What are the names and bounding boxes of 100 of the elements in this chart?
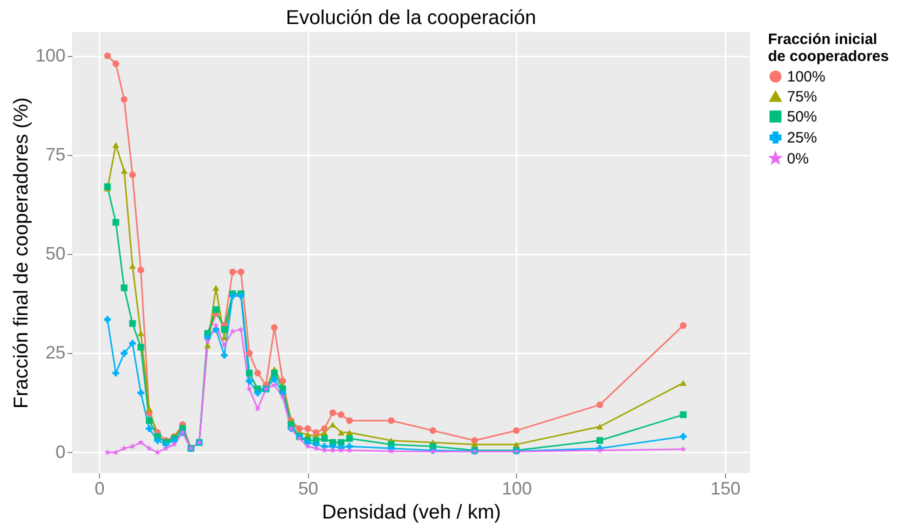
point — [129, 171, 136, 178]
point — [680, 322, 687, 329]
point — [512, 427, 520, 434]
point — [129, 320, 136, 327]
point — [329, 422, 336, 428]
point — [338, 411, 344, 418]
point — [129, 443, 136, 450]
point — [246, 350, 253, 357]
point — [271, 382, 278, 388]
point — [304, 425, 312, 432]
point — [146, 406, 153, 412]
point — [162, 445, 170, 452]
point — [279, 378, 286, 384]
point — [212, 284, 220, 291]
point — [680, 446, 686, 452]
point — [112, 219, 120, 226]
point — [120, 445, 128, 452]
x-tick-label: 0 — [94, 478, 105, 498]
point — [388, 417, 395, 424]
point — [680, 380, 687, 386]
point — [280, 394, 286, 400]
point — [120, 96, 128, 103]
point — [112, 370, 120, 376]
point — [204, 342, 211, 348]
point — [388, 448, 394, 454]
point — [154, 449, 161, 456]
point — [112, 449, 119, 456]
point — [104, 183, 111, 190]
point — [129, 263, 136, 269]
point — [220, 352, 228, 359]
point — [229, 328, 236, 334]
point — [129, 340, 136, 347]
point — [204, 338, 211, 344]
y-axis-title: Fracción final de cooperadores (%) — [10, 97, 32, 409]
y-tick-label: 0 — [55, 442, 66, 462]
point — [120, 284, 128, 292]
point — [221, 342, 228, 348]
point — [212, 322, 220, 328]
point — [312, 429, 320, 436]
legend-label: 0% — [787, 150, 809, 168]
point — [137, 344, 144, 351]
point — [596, 424, 604, 430]
point — [154, 437, 161, 444]
point — [220, 326, 228, 333]
legend-label: 100% — [787, 68, 826, 86]
point — [212, 306, 220, 313]
point — [254, 390, 262, 396]
point — [137, 390, 144, 396]
y-tick-label: 100 — [35, 45, 66, 66]
point — [137, 266, 144, 274]
y-tick-label: 25 — [45, 342, 66, 363]
point — [112, 142, 120, 148]
point — [246, 378, 253, 384]
legend-title: Fracción inicial de cooperadores — [768, 31, 889, 65]
point — [321, 435, 328, 442]
point — [238, 326, 244, 332]
point — [254, 405, 261, 412]
point — [330, 447, 336, 454]
point — [346, 417, 353, 424]
point — [329, 409, 336, 416]
point — [104, 52, 111, 60]
point — [304, 443, 311, 450]
point — [271, 324, 278, 331]
point — [104, 449, 111, 456]
point — [346, 447, 353, 454]
point — [254, 370, 262, 376]
point — [346, 435, 353, 442]
y-tick-label: 75 — [45, 144, 66, 164]
legend-label: 75% — [787, 88, 818, 106]
point — [271, 370, 278, 376]
x-tick-label: 100 — [502, 478, 532, 498]
point — [512, 442, 520, 448]
point — [596, 437, 604, 444]
x-tick-label: 50 — [298, 478, 318, 498]
point — [120, 350, 128, 357]
point — [146, 445, 152, 452]
point — [171, 441, 178, 448]
chart-title: Evolución de la cooperación — [286, 7, 536, 29]
point — [430, 427, 436, 434]
point — [138, 439, 144, 446]
x-axis-title: Densidad (veh / km) — [322, 502, 501, 524]
point — [246, 386, 253, 392]
x-tick-label: 150 — [710, 478, 740, 498]
point — [321, 447, 328, 454]
point — [229, 268, 236, 276]
point — [338, 447, 344, 454]
point — [120, 168, 128, 174]
legend-label: 50% — [787, 108, 818, 126]
point — [104, 316, 111, 323]
point — [338, 430, 344, 436]
point — [596, 401, 604, 408]
point — [338, 439, 344, 446]
point — [146, 425, 153, 432]
point — [680, 411, 687, 418]
point — [146, 417, 153, 424]
point — [238, 268, 244, 276]
y-tick-label: 50 — [45, 244, 66, 264]
point — [137, 330, 144, 336]
point — [680, 433, 687, 440]
legend-label: 25% — [787, 130, 818, 146]
